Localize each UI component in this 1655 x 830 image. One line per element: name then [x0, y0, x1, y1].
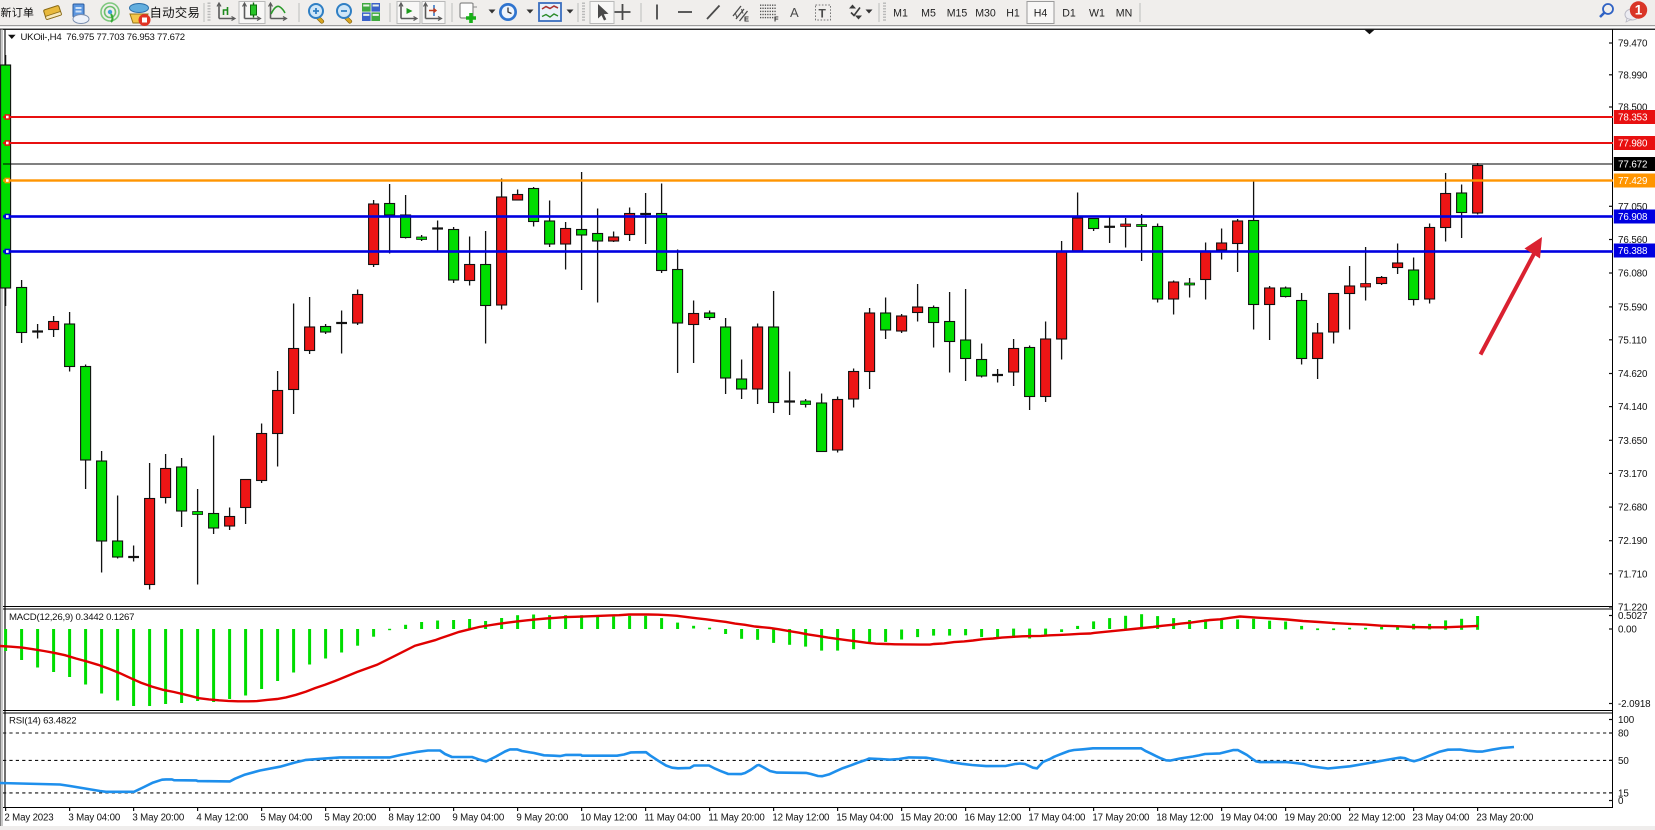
- svg-text:100: 100: [1618, 715, 1635, 726]
- svg-text:MACD(12,26,9) 0.3442 0.1267: MACD(12,26,9) 0.3442 0.1267: [9, 612, 134, 623]
- svg-text:22 May 12:00: 22 May 12:00: [1348, 813, 1406, 824]
- svg-text:W1: W1: [1089, 8, 1105, 20]
- svg-text:0.5027: 0.5027: [1618, 611, 1647, 622]
- svg-text:72.680: 72.680: [1618, 503, 1648, 514]
- svg-text:77.429: 77.429: [1618, 176, 1647, 187]
- svg-text:77.050: 77.050: [1618, 202, 1648, 213]
- svg-text:78.990: 78.990: [1618, 70, 1648, 81]
- svg-text:4 May 12:00: 4 May 12:00: [196, 813, 248, 824]
- svg-text:50: 50: [1618, 756, 1629, 767]
- svg-text:78.353: 78.353: [1618, 113, 1648, 124]
- svg-text:11 May 04:00: 11 May 04:00: [644, 813, 701, 824]
- svg-text:M15: M15: [947, 8, 968, 20]
- svg-text:10 May 12:00: 10 May 12:00: [580, 813, 638, 824]
- svg-text:12 May 12:00: 12 May 12:00: [772, 813, 830, 824]
- svg-text:73.650: 73.650: [1618, 436, 1648, 447]
- svg-text:17 May 20:00: 17 May 20:00: [1092, 813, 1150, 824]
- svg-text:78.500: 78.500: [1618, 103, 1648, 114]
- svg-text:73.170: 73.170: [1618, 469, 1648, 480]
- svg-text:3 May 04:00: 3 May 04:00: [68, 813, 120, 824]
- svg-text:E: E: [744, 15, 749, 24]
- svg-text:UKOil-,H4 76.975 77.703 76.95: UKOil-,H4 76.975 77.703 76.953 77.672: [21, 32, 185, 43]
- svg-text:3 May 20:00: 3 May 20:00: [132, 813, 184, 824]
- svg-text:0: 0: [1618, 796, 1624, 807]
- svg-text:9 May 04:00: 9 May 04:00: [452, 813, 504, 824]
- svg-text:9 May 20:00: 9 May 20:00: [516, 813, 568, 824]
- svg-text:8 May 12:00: 8 May 12:00: [388, 813, 440, 824]
- svg-text:76.080: 76.080: [1618, 269, 1648, 280]
- svg-text:23 May 04:00: 23 May 04:00: [1412, 813, 1470, 824]
- svg-text:72.190: 72.190: [1618, 536, 1648, 547]
- svg-text:D1: D1: [1062, 8, 1076, 20]
- svg-text:80: 80: [1618, 729, 1629, 740]
- svg-text:79.470: 79.470: [1618, 39, 1648, 50]
- svg-text:18 May 12:00: 18 May 12:00: [1156, 813, 1214, 824]
- svg-text:74.140: 74.140: [1618, 402, 1648, 413]
- svg-text:15 May 20:00: 15 May 20:00: [900, 813, 958, 824]
- svg-text:15 May 04:00: 15 May 04:00: [836, 813, 894, 824]
- svg-text:RSI(14) 63.4822: RSI(14) 63.4822: [9, 716, 76, 727]
- svg-text:77.672: 77.672: [1618, 160, 1647, 171]
- svg-text:17 May 04:00: 17 May 04:00: [1028, 813, 1086, 824]
- svg-text:A: A: [790, 5, 799, 20]
- svg-text:19 May 04:00: 19 May 04:00: [1220, 813, 1278, 824]
- svg-text:76.388: 76.388: [1618, 246, 1648, 257]
- svg-text:16 May 12:00: 16 May 12:00: [964, 813, 1022, 824]
- svg-text:5 May 04:00: 5 May 04:00: [260, 813, 312, 824]
- svg-text:19 May 20:00: 19 May 20:00: [1284, 813, 1342, 824]
- svg-text:H4: H4: [1034, 8, 1048, 20]
- svg-text:M30: M30: [975, 8, 996, 20]
- svg-text:71.220: 71.220: [1618, 603, 1648, 614]
- svg-text:23 May 20:00: 23 May 20:00: [1476, 813, 1534, 824]
- svg-text:1: 1: [1635, 3, 1643, 18]
- svg-text:74.620: 74.620: [1618, 369, 1648, 380]
- svg-text:M1: M1: [893, 8, 908, 20]
- svg-text:M5: M5: [921, 8, 936, 20]
- svg-text:71.710: 71.710: [1618, 569, 1648, 580]
- svg-text:0.00: 0.00: [1618, 625, 1637, 636]
- svg-text:76.908: 76.908: [1618, 212, 1648, 223]
- svg-text:H1: H1: [1006, 8, 1020, 20]
- svg-text:MN: MN: [1116, 8, 1132, 20]
- svg-text:11 May 20:00: 11 May 20:00: [708, 813, 765, 824]
- svg-text:75.590: 75.590: [1618, 302, 1648, 313]
- svg-text:15: 15: [1618, 788, 1629, 799]
- svg-text:77.980: 77.980: [1618, 139, 1648, 150]
- svg-text:76.560: 76.560: [1618, 235, 1648, 246]
- svg-text:75.110: 75.110: [1618, 335, 1647, 346]
- svg-text:2 May 2023: 2 May 2023: [4, 813, 53, 824]
- svg-text:-2.0918: -2.0918: [1618, 699, 1651, 710]
- svg-text:5 May 20:00: 5 May 20:00: [324, 813, 376, 824]
- svg-text:T: T: [819, 7, 827, 21]
- svg-text:F: F: [774, 15, 779, 24]
